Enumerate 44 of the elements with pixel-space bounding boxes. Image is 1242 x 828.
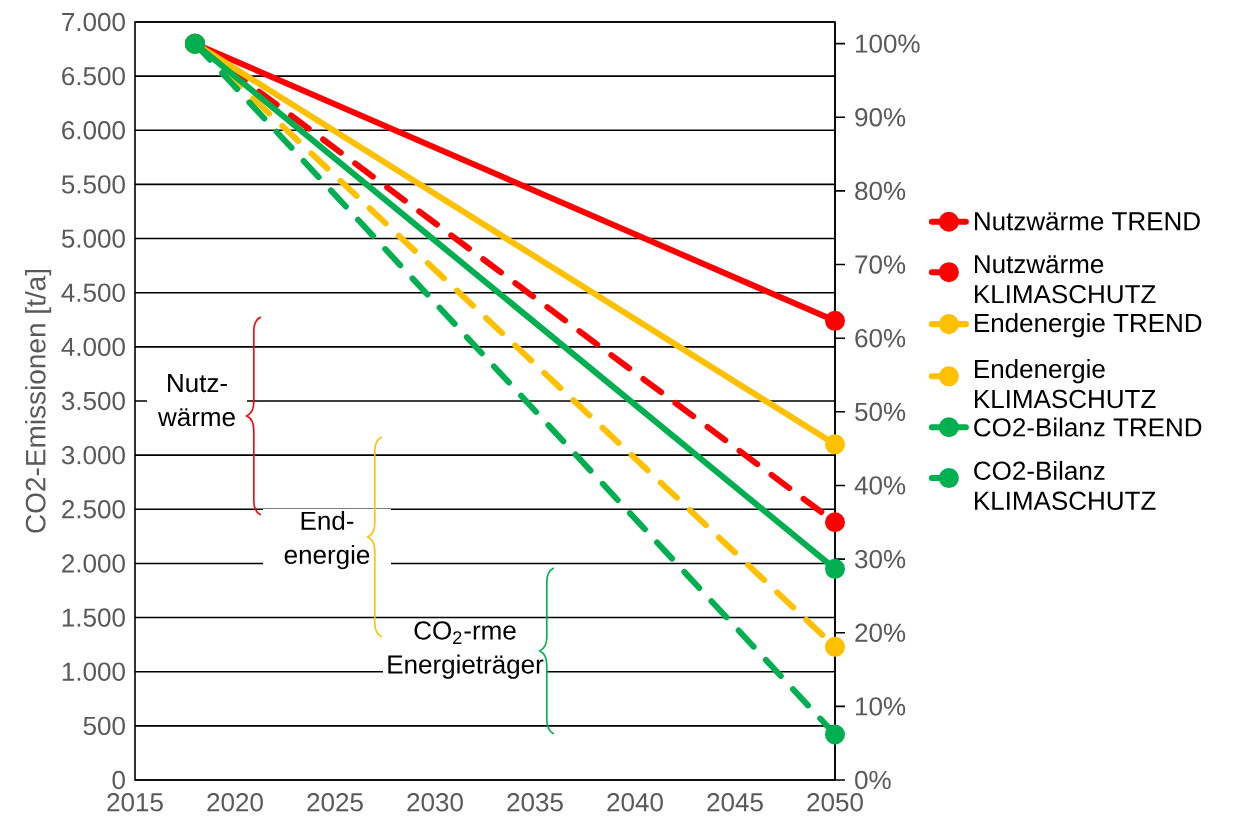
- y2-tick-label: 50%: [855, 402, 906, 422]
- y-tick-label: 0: [112, 770, 125, 790]
- x-tick-label: 2020: [207, 793, 263, 812]
- y2-tick-label: 80%: [855, 181, 906, 201]
- y-tick-label: 2.000: [62, 554, 125, 573]
- y-tick-label: 3.500: [61, 391, 125, 411]
- y2-tick-label: 70%: [855, 255, 906, 274]
- y-tick-label: 6.000: [62, 121, 125, 140]
- y-tick-label: 4.000: [61, 337, 125, 357]
- legend-label: CO2-Bilanz KLIMASCHUTZ: [974, 460, 1156, 510]
- legend-label: Nutzwärme TREND: [975, 212, 1200, 231]
- y2-tick-label: 10%: [856, 697, 906, 716]
- y-tick-label: 3.000: [61, 445, 125, 465]
- x-tick-label: 2015: [107, 793, 163, 812]
- x-tick-label: 2035: [507, 793, 563, 812]
- y2-tick-label: 20%: [855, 623, 906, 642]
- annotation: Nutz-wärme: [157, 374, 235, 427]
- y2-tick-label: 60%: [855, 328, 906, 348]
- y-tick-label: 5.000: [61, 229, 125, 248]
- annotation: End-energie: [284, 510, 370, 570]
- y-tick-label: 7.000: [62, 12, 125, 32]
- x-tick-label: 2050: [807, 793, 863, 812]
- annotation: CO$_{2}$-rme Energieträger: [388, 621, 544, 679]
- y-tick-label: 2.500: [62, 500, 125, 519]
- y2-tick-label: 0%: [855, 770, 891, 790]
- legend-label: Endenergie KLIMASCHUTZ: [975, 359, 1156, 409]
- y-tick-label: 1.500: [62, 608, 125, 627]
- legend-label: Nutzwärme KLIMASCHUTZ: [975, 255, 1156, 304]
- legend-label: Endenergie TREND: [975, 313, 1202, 338]
- y-tick-label: 5.500: [61, 175, 125, 194]
- y-tick-label: 6.500: [62, 66, 125, 86]
- legend-label: CO2-Bilanz TREND: [974, 417, 1202, 437]
- y-tick-label: 500: [83, 716, 125, 736]
- y-tick-label: 1.000: [62, 662, 125, 681]
- y2-tick-label: 100%: [856, 34, 920, 53]
- x-tick-label: 2045: [707, 793, 763, 812]
- x-tick-label: 2030: [407, 793, 463, 812]
- y2-tick-label: 40%: [854, 476, 906, 495]
- x-tick-label: 2025: [307, 793, 363, 812]
- y-axis-title: CO2-Emissionen [t/a]: [25, 269, 52, 533]
- y2-tick-label: 90%: [855, 108, 906, 127]
- y2-tick-label: 30%: [855, 549, 906, 569]
- y-tick-label: 4.500: [61, 283, 125, 302]
- x-tick-label: 2040: [607, 793, 663, 812]
